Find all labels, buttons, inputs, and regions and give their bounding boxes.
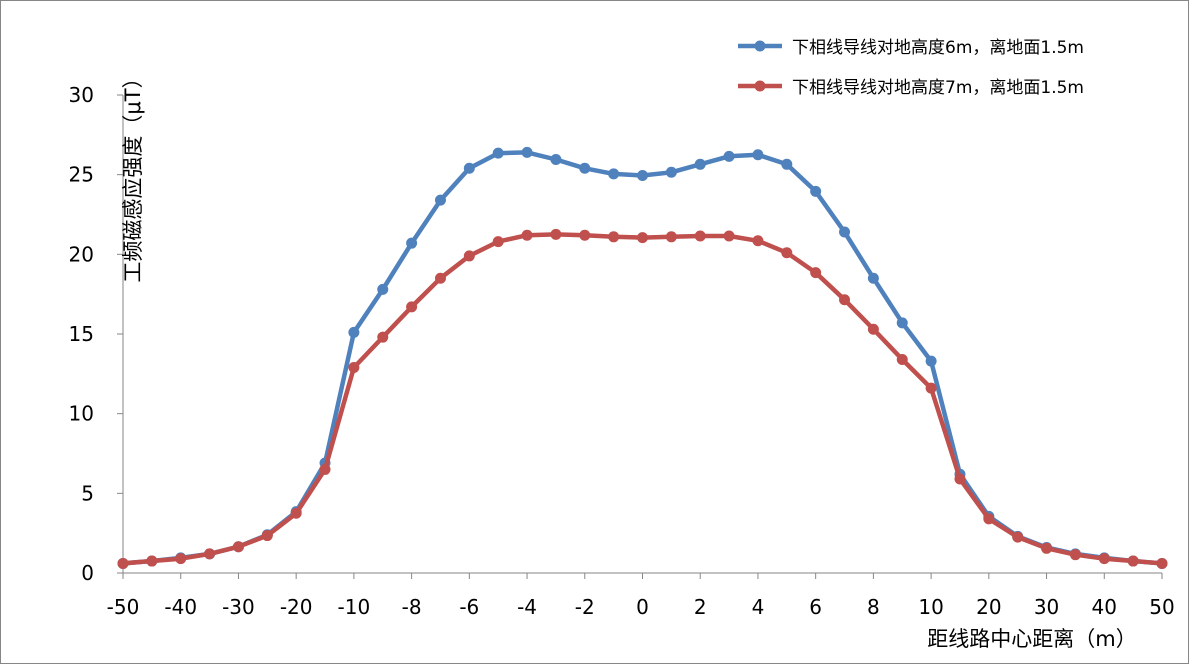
legend-item-2: 下相线导线对地高度7m，离地面1.5m [738,78,1084,98]
x-tick-label: 40 [1092,595,1117,619]
data-point [146,555,158,567]
data-point [1041,542,1053,554]
data-point [579,229,591,241]
y-tick-label: 15 [69,322,94,346]
data-point [348,361,360,373]
data-point [261,530,273,542]
data-point [521,146,533,158]
data-point [463,162,475,174]
data-point [810,185,822,197]
data-point [781,158,793,170]
x-tick-label: 2 [694,595,707,619]
data-point [406,301,418,313]
x-tick-label: -30 [222,595,255,619]
data-point [839,294,851,306]
data-point [1127,555,1139,567]
x-tick-label: 8 [867,595,880,619]
legend-marker [754,40,766,52]
legend-label: 下相线导线对地高度7m，离地面1.5m [792,78,1084,98]
y-tick-label: 20 [69,242,94,266]
data-point [925,355,937,367]
data-point [117,557,129,569]
data-point [665,166,677,178]
data-point [1069,549,1081,561]
y-tick-label: 0 [81,561,94,585]
data-point [752,235,764,247]
data-point [608,168,620,180]
data-point [434,272,446,284]
legend: 下相线导线对地高度6m，离地面1.5m 下相线导线对地高度7m，离地面1.5m [738,38,1084,98]
y-tick-label: 5 [81,481,94,505]
data-point [434,194,446,206]
data-point [579,162,591,174]
data-point [290,507,302,519]
x-tick-label: 10 [918,595,943,619]
data-point [550,228,562,240]
x-tick-label: -50 [107,595,140,619]
legend-label: 下相线导线对地高度6m，离地面1.5m [792,38,1084,58]
data-point [839,226,851,238]
plot-area [117,146,1168,569]
x-tick-label: -8 [402,595,422,619]
x-tick-label: -20 [280,595,313,619]
y-axis-label: 工频磁感应强度（μT） [121,67,145,282]
legend-marker [754,80,766,92]
data-point [637,169,648,181]
x-axis-label: 距线路中心距离（m） [927,627,1136,651]
x-tick-label: 50 [1149,595,1174,619]
data-point [723,150,735,162]
y-tick-label: 10 [69,402,94,426]
x-tick-label: 4 [752,595,765,619]
data-point [550,154,562,166]
data-point [637,232,648,244]
legend-item-1: 下相线导线对地高度6m，离地面1.5m [738,38,1084,58]
data-point [319,463,331,475]
x-tick-label: 0 [636,595,649,619]
data-point [175,553,187,565]
data-point [492,236,504,248]
data-point [694,158,706,170]
data-point [492,147,504,159]
data-point [694,230,706,242]
data-point [377,283,389,295]
data-point [781,247,793,259]
data-point [204,548,216,560]
x-tick-label: -10 [338,595,371,619]
data-point [463,250,475,262]
y-tick-label: 25 [69,163,94,187]
data-point [810,267,822,279]
data-point [867,323,879,335]
y-tick-label: 30 [69,83,94,107]
data-point [348,326,360,338]
x-tick-label: -40 [164,595,197,619]
data-point [867,272,879,284]
x-tick-label: -2 [575,595,595,619]
x-tick-label: -4 [517,595,537,619]
data-point [608,231,620,243]
series-2 [117,228,1168,569]
data-point [232,541,244,553]
data-point [377,331,389,343]
data-point [896,353,908,365]
data-point [983,513,995,525]
x-tick-label: 30 [1034,595,1059,619]
data-point [723,230,735,242]
data-point [1098,553,1110,565]
data-point [896,317,908,329]
data-point [406,237,418,249]
x-tick-label: 20 [976,595,1001,619]
data-point [752,149,764,161]
data-point [665,231,677,243]
data-point [521,229,533,241]
x-tick-label: 6 [809,595,822,619]
data-point [954,473,966,485]
data-point [1012,531,1024,543]
data-point [925,382,937,394]
data-point [1156,557,1168,569]
x-tick-label: -6 [459,595,479,619]
